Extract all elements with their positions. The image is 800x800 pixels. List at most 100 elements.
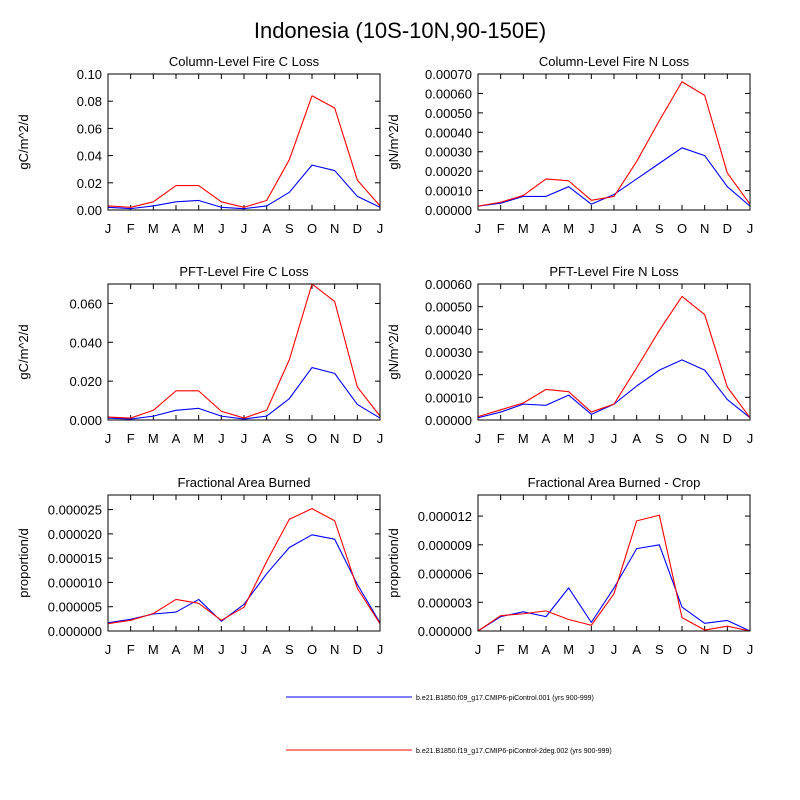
x-tick-label: M	[518, 221, 529, 236]
x-tick-label: J	[105, 221, 112, 236]
y-tick-label: 0.040	[69, 335, 102, 350]
x-tick-label: J	[747, 642, 754, 657]
x-tick-label: M	[518, 642, 529, 657]
chart-panel-6: Fractional Area Burned - Crop proportion/…	[386, 475, 753, 657]
y-tick-label: 0.00030	[425, 345, 472, 360]
plot-frame	[477, 494, 751, 632]
y-tick-label: 0.000	[69, 413, 102, 428]
y-axis-label: gC/m^2/d	[16, 114, 31, 169]
x-tick-label: J	[588, 642, 595, 657]
legend-label: b.e21.B1850.f09_g17.CMIP6-piControl.001 …	[416, 695, 594, 702]
y-tick-label: 0.00	[77, 203, 102, 218]
x-tick-label: S	[655, 642, 664, 657]
x-tick-label: F	[497, 431, 505, 446]
y-tick-label: 0.00060	[425, 277, 472, 292]
chart-title: Fractional Area Burned	[178, 475, 311, 490]
x-tick-label: J	[611, 221, 618, 236]
legend-entry-1: b.e21.B1850.f09_g17.CMIP6-piControl.001 …	[286, 695, 594, 702]
x-tick-label: J	[241, 642, 248, 657]
x-tick-label: J	[241, 431, 248, 446]
x-tick-label: M	[148, 221, 159, 236]
y-tick-label: 0.000010	[48, 575, 102, 590]
x-tick-label: N	[330, 221, 339, 236]
series-line-blue	[477, 544, 751, 632]
chart-title: Column-Level Fire N Loss	[539, 54, 690, 69]
x-tick-label: J	[218, 431, 225, 446]
x-tick-label: J	[611, 642, 618, 657]
x-tick-label: D	[353, 642, 362, 657]
x-tick-label: S	[285, 642, 294, 657]
y-tick-label: 0.00050	[425, 106, 472, 121]
y-axis-label: gN/m^2/d	[386, 324, 401, 379]
series-line-blue	[477, 147, 751, 207]
x-tick-label: A	[262, 431, 271, 446]
y-tick-label: 0.00070	[425, 67, 472, 82]
plot-frame	[107, 494, 381, 632]
figure-title: Indonesia (10S-10N,90-150E)	[254, 18, 546, 43]
y-tick-label: 0.00030	[425, 145, 472, 160]
y-axis-label: gC/m^2/d	[16, 324, 31, 379]
chart-title: Column-Level Fire C Loss	[169, 54, 320, 69]
y-tick-label: 0.000025	[48, 503, 102, 518]
x-tick-label: N	[700, 221, 709, 236]
series-line-red	[107, 508, 381, 625]
x-tick-label: M	[148, 431, 159, 446]
x-tick-label: J	[747, 221, 754, 236]
series-line-red	[477, 514, 751, 632]
y-tick-label: 0.00010	[425, 390, 472, 405]
y-axis-label: proportion/d	[386, 528, 401, 597]
chart-panel-5: Fractional Area Burned proportion/d 0.0000…	[16, 475, 383, 657]
chart-title: PFT-Level Fire C Loss	[179, 264, 309, 279]
series-line-blue	[477, 359, 751, 419]
y-tick-label: 0.020	[69, 374, 102, 389]
x-tick-label: S	[655, 221, 664, 236]
legend-entry-2: b.e21.B1850.f19_g17.CMIP6-piControl-2deg…	[286, 748, 612, 755]
plot-frame	[477, 283, 751, 421]
y-tick-label: 0.00010	[425, 184, 472, 199]
y-axis-label: gN/m^2/d	[386, 114, 401, 169]
x-tick-label: J	[105, 642, 112, 657]
legend: b.e21.B1850.f09_g17.CMIP6-piControl.001 …	[286, 695, 612, 755]
x-tick-label: N	[330, 431, 339, 446]
x-tick-label: A	[172, 431, 181, 446]
x-tick-label: M	[563, 431, 574, 446]
x-tick-label: S	[285, 431, 294, 446]
x-tick-label: O	[307, 221, 317, 236]
x-tick-label: J	[377, 431, 384, 446]
y-tick-label: 0.00020	[425, 368, 472, 383]
x-tick-label: J	[241, 221, 248, 236]
chart-panel-2: Column-Level Fire N Loss gN/m^2/d 0.00000 0…	[386, 54, 753, 236]
y-tick-label: 0.00050	[425, 300, 472, 315]
x-tick-label: F	[497, 642, 505, 657]
x-tick-label: D	[353, 221, 362, 236]
x-tick-label: O	[307, 642, 317, 657]
y-axis-label: proportion/d	[16, 528, 31, 597]
x-tick-label: M	[518, 431, 529, 446]
y-tick-label: 0.000009	[418, 538, 472, 553]
y-tick-label: 0.000015	[48, 551, 102, 566]
x-tick-label: J	[105, 431, 112, 446]
plot-frame	[107, 73, 381, 211]
x-tick-label: O	[677, 642, 687, 657]
x-tick-label: J	[218, 221, 225, 236]
series-line-blue	[107, 534, 381, 624]
x-tick-label: J	[747, 431, 754, 446]
series-line-blue	[107, 164, 381, 210]
plot-frame	[107, 283, 381, 421]
x-tick-label: J	[588, 431, 595, 446]
chart-panel-3: PFT-Level Fire C Loss gC/m^2/d 0.000 0.020 0…	[16, 264, 383, 446]
x-tick-label: A	[172, 642, 181, 657]
x-tick-label: D	[353, 431, 362, 446]
y-tick-label: 0.000012	[418, 509, 472, 524]
x-tick-label: M	[563, 642, 574, 657]
chart-panel-1: Column-Level Fire C Loss gC/m^2/d 0.00 0.02…	[16, 54, 383, 236]
x-tick-label: N	[330, 642, 339, 657]
x-tick-label: S	[655, 431, 664, 446]
x-tick-label: F	[127, 431, 135, 446]
x-tick-label: D	[723, 642, 732, 657]
series-line-red	[477, 81, 751, 207]
x-tick-label: S	[285, 221, 294, 236]
series-line-blue	[107, 366, 381, 420]
x-tick-label: A	[172, 221, 181, 236]
